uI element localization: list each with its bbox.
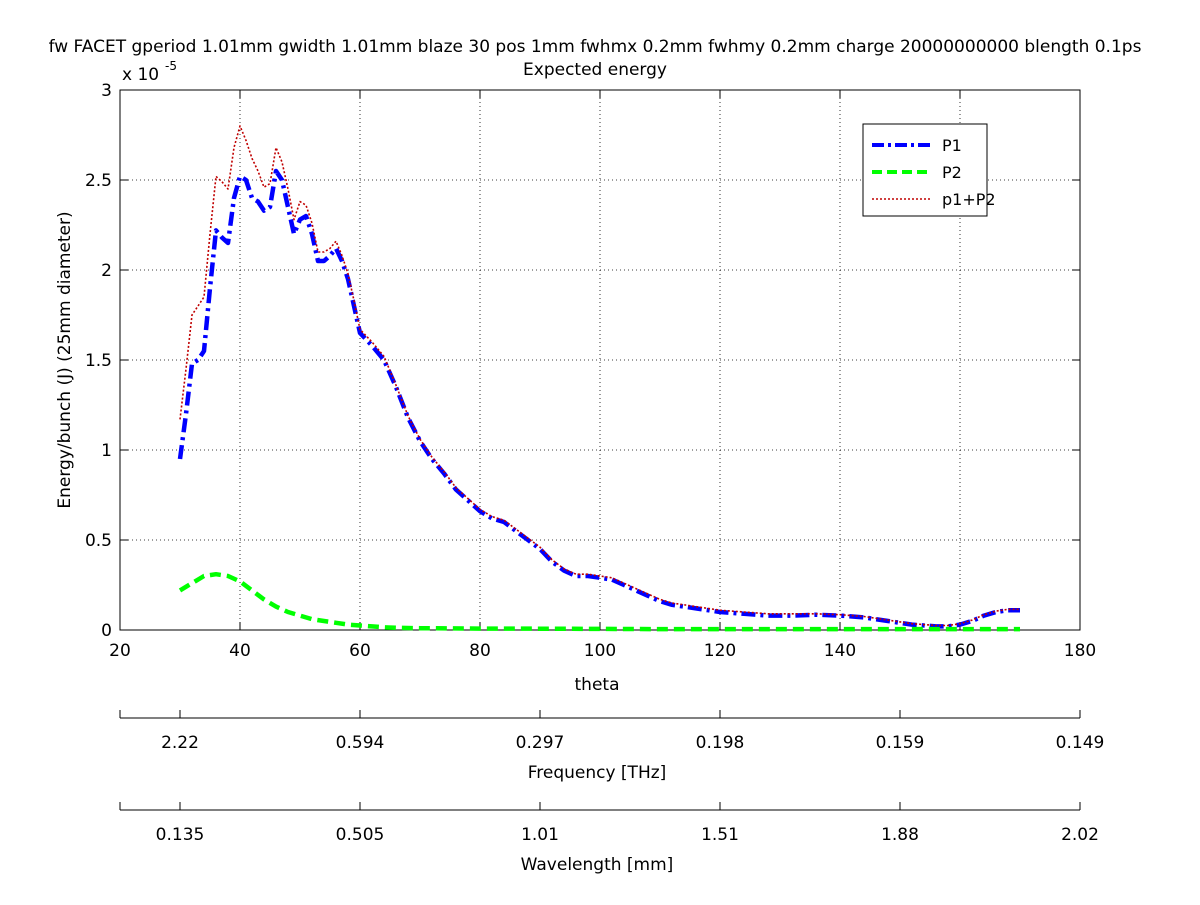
- y-tick-label: 2.5: [85, 171, 112, 191]
- y-tick-label: 0.5: [85, 531, 112, 551]
- y-tick-label: 2: [101, 261, 112, 281]
- series-line-p1p2: [179, 125, 1020, 627]
- secondary-tick-label: 1.88: [881, 825, 919, 845]
- x-axis-ticks: 20 40 60 80 100 120 140 160 180: [109, 90, 1096, 661]
- x-tick-label: 20: [109, 641, 131, 661]
- legend-label-p2: P2: [942, 163, 962, 182]
- chart-title: fw FACET gperiod 1.01mm gwidth 1.01mm bl…: [49, 37, 1142, 57]
- secondary-tick-label: 0.149: [1056, 733, 1105, 753]
- secondary-tick-label: 1.51: [701, 825, 739, 845]
- secondary-tick-label: 2.02: [1061, 825, 1099, 845]
- y-exponent-base: x 10: [122, 65, 159, 85]
- y-exponent-power: -5: [165, 59, 177, 73]
- secondary-tick-label: 0.198: [696, 733, 745, 753]
- secondary-tick-label: 0.135: [156, 825, 205, 845]
- series-line-p2: [178, 571, 1020, 632]
- secondary-tick-label: 1.01: [521, 825, 559, 845]
- legend-label-p1: P1: [942, 136, 962, 155]
- x-tick-label: 160: [944, 641, 976, 661]
- secondary-tick-label: 0.159: [876, 733, 925, 753]
- x-tick-label: 120: [704, 641, 736, 661]
- y-tick-label: 1.5: [85, 351, 112, 371]
- y-axis-ticks: 0 0.5 1 1.5 2 2.5 3: [85, 81, 1080, 641]
- secondary-axis-label: Frequency [THz]: [528, 763, 667, 783]
- y-tick-label: 1: [101, 441, 112, 461]
- x-tick-label: 180: [1064, 641, 1096, 661]
- secondary-tick-label: 0.297: [516, 733, 565, 753]
- x-tick-label: 40: [229, 641, 251, 661]
- chart-subtitle: Expected energy: [523, 60, 667, 80]
- x-axis-label: theta: [575, 675, 620, 695]
- grid: [120, 90, 1080, 630]
- legend-label-p1p2: p1+P2: [942, 190, 996, 209]
- secondary-tick-label: 0.505: [336, 825, 385, 845]
- x-tick-label: 140: [824, 641, 856, 661]
- x-tick-label: 60: [349, 641, 371, 661]
- secondary-axes: 2.22 0.594 0.297 0.198 0.159 0.149 Frequency […: [119, 710, 1105, 875]
- x-tick-label: 80: [469, 641, 491, 661]
- y-tick-label: 3: [101, 81, 112, 101]
- series-layer: [177, 125, 1020, 632]
- y-tick-label: 0: [101, 621, 112, 641]
- series-line-p1: [177, 168, 1020, 629]
- y-axis-label: Energy/bunch (J) (25mm diameter): [55, 211, 75, 508]
- legend: P1 P2 p1+P2: [862, 123, 996, 217]
- x-tick-label: 100: [584, 641, 616, 661]
- secondary-tick-label: 0.594: [336, 733, 385, 753]
- secondary-tick-label: 2.22: [161, 733, 199, 753]
- secondary-axis-label: Wavelength [mm]: [521, 855, 674, 875]
